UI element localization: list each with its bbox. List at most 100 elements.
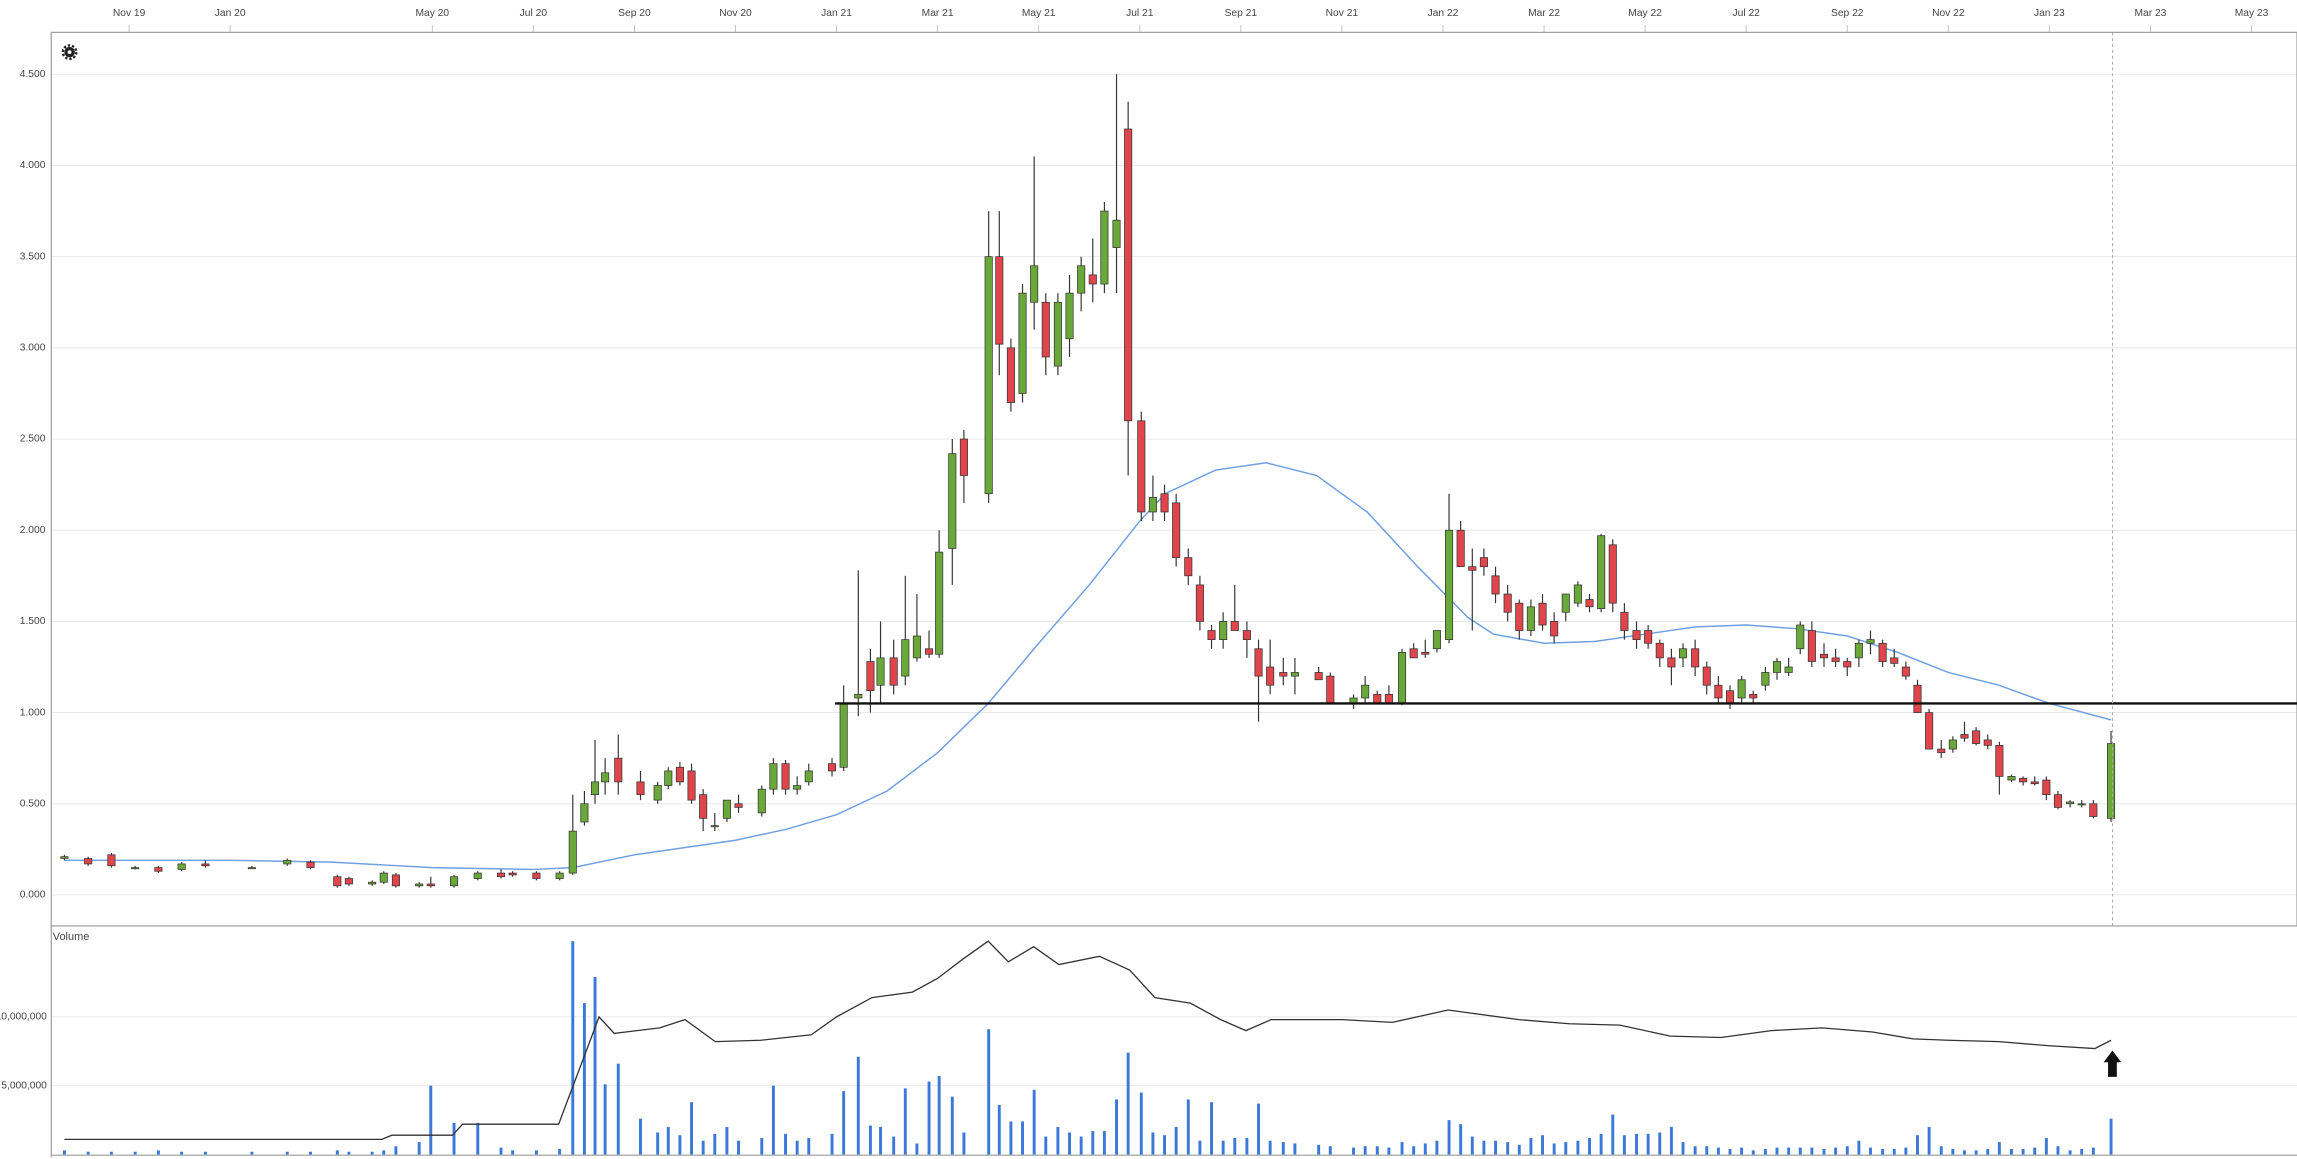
volume-bar [1423,1143,1427,1155]
volume-bar [1869,1147,1872,1155]
volume-bar [558,1148,562,1155]
y-tick-label: 0.000 [20,890,46,901]
x-tick-label: Sep 21 [1225,8,1258,19]
candle-body [415,883,424,887]
volume-bar [2021,1148,2025,1155]
volume-bar [1517,1144,1521,1155]
candle-body [1807,630,1816,662]
volume-bar [1375,1146,1379,1155]
candle-body [2019,777,2028,783]
candle-body [925,648,934,655]
volume-bar [1834,1147,1838,1155]
candle-body [508,872,517,876]
candle-body [1843,661,1852,668]
candle-body [1772,661,1782,673]
volume-title: Volume [53,931,90,943]
candle-body [1878,642,1887,662]
volume-bar [2091,1147,2095,1155]
volume-bar [382,1150,386,1155]
candle-body [2053,794,2063,808]
candle-body [177,863,186,870]
candle-body [1030,265,1039,303]
y-tick-label: 3.000 [20,343,46,354]
y-tick-label: 1.500 [20,616,46,627]
candle-body [1983,739,1992,746]
candle-body [889,657,898,686]
candle-body [2107,743,2116,819]
volume-bar [1622,1135,1626,1155]
volume-bar [309,1151,312,1155]
candle-body [675,766,684,783]
candle-body [699,794,708,819]
volume-bar [1974,1150,1978,1155]
candle-body [1065,292,1074,340]
volume-bar [1775,1147,1779,1155]
candle-body [1409,648,1418,659]
candle-body [1538,602,1547,626]
volume-bar [892,1136,896,1155]
candle-body [1725,690,1735,704]
volume-bar [656,1132,660,1155]
x-tick-label: May 23 [2235,8,2269,19]
volume-bar [1845,1146,1849,1155]
volume-bar [1904,1147,1908,1155]
x-tick-label: Jul 20 [520,8,548,19]
candle-body [1691,648,1700,668]
volume-bar [666,1126,670,1155]
volume-bar [639,1118,642,1155]
volume-bar [1635,1133,1638,1155]
volume-bar [795,1140,799,1155]
candle-body [1526,606,1535,631]
candle-body [1890,657,1899,664]
volume-bar [1363,1146,1367,1155]
candle-body [1597,535,1606,610]
volume-bar [1482,1140,1486,1155]
volume-bar [678,1135,682,1155]
candle-body [1421,652,1430,655]
volume-bar [603,1084,607,1155]
candle-body [1137,420,1146,513]
marks-layer [60,32,2297,1155]
candle-body [769,763,778,790]
volume-bar [1151,1132,1155,1155]
candle-body [1608,544,1617,604]
volume-bar [417,1142,421,1155]
volume-bar [1669,1126,1673,1155]
volume-bar [1021,1121,1024,1155]
candle-body [710,825,719,828]
volume-bar [285,1151,289,1155]
volume-bar [1927,1126,1931,1155]
candle-body [1573,584,1582,604]
volume-bar [1494,1140,1497,1155]
candle-body [1678,648,1688,659]
volume-bar [370,1151,374,1155]
volume-bar [1268,1140,1272,1155]
candle-body [2089,803,2098,817]
candle-body [1100,210,1109,285]
volume-bar [1447,1120,1451,1155]
candle-body [1831,657,1840,662]
volume-bar [616,1063,620,1155]
y-tick-label: 2.000 [20,525,46,536]
volume-bar [1281,1142,1285,1155]
settings-icon[interactable] [61,44,78,61]
volume-bar [713,1133,717,1155]
volume-bar [1317,1144,1321,1155]
candle-body [1456,529,1465,568]
candle-body [426,883,435,887]
volume-bar [1705,1146,1709,1155]
volume-bar [1126,1052,1130,1155]
volume-bar [1787,1147,1791,1155]
volume-bar [1939,1146,1943,1155]
candle-body [1901,666,1910,677]
candle-body [590,781,600,796]
volume-bar [1798,1147,1802,1155]
candle-body [1053,301,1062,367]
candle-body [1702,666,1711,686]
volume-bar [997,1104,1001,1155]
candle-body [1854,642,1863,659]
volume-bar [1139,1092,1143,1155]
candle-body [1398,652,1407,704]
volume-bar [1693,1146,1697,1155]
